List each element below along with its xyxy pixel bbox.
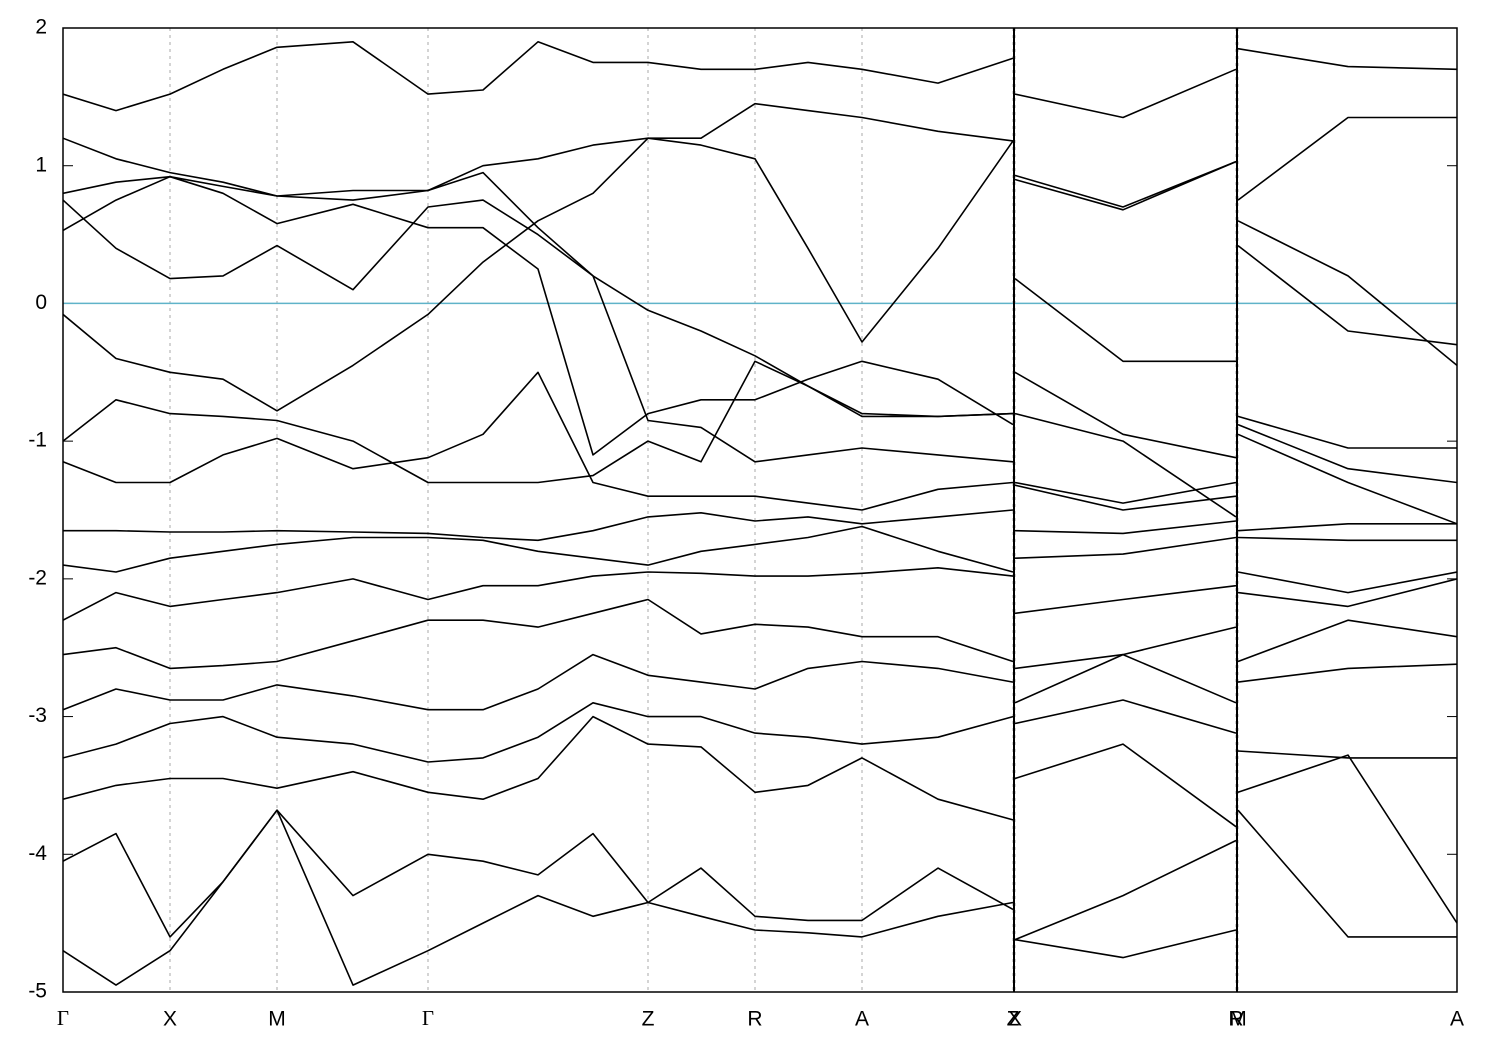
band [63, 102, 1457, 412]
x-tick-label: R [747, 1008, 762, 1031]
x-tick-label: Z [1007, 1008, 1020, 1031]
y-tick-label: -2 [28, 566, 47, 589]
band [63, 175, 1457, 459]
band [63, 809, 1237, 941]
x-tick-label: A [855, 1008, 869, 1031]
x-tick-label: Γ [422, 1006, 434, 1030]
y-tick-label: 0 [35, 291, 47, 314]
x-tick-label: X [1008, 1008, 1022, 1031]
x-tick-label: A [1450, 1008, 1464, 1031]
plot-frame [62, 27, 1458, 993]
y-tick-label: -5 [28, 980, 47, 1003]
y-tick-label: 2 [35, 16, 47, 39]
band [63, 41, 1457, 119]
x-tick-label: M [268, 1008, 286, 1031]
y-tick-label: -3 [28, 704, 47, 727]
x-tick-label: M [1229, 1008, 1247, 1031]
band [63, 371, 1457, 532]
x-tick-label: Z [642, 1008, 655, 1031]
band [63, 509, 1457, 542]
y-tick-label: -4 [28, 842, 47, 865]
band [63, 567, 1457, 621]
band [63, 137, 1457, 346]
band [63, 525, 1457, 594]
band [63, 199, 1457, 418]
x-tick-label: X [163, 1008, 177, 1031]
band [63, 809, 1457, 986]
x-tick-label: Γ [57, 1006, 69, 1030]
x-tick-label: R [1228, 1008, 1243, 1031]
band [63, 699, 1457, 763]
band [63, 653, 1457, 711]
band [63, 137, 1457, 518]
band [63, 715, 1457, 924]
band [63, 360, 1457, 525]
y-tick-label: 1 [35, 153, 47, 176]
y-tick-label: -1 [28, 429, 47, 452]
